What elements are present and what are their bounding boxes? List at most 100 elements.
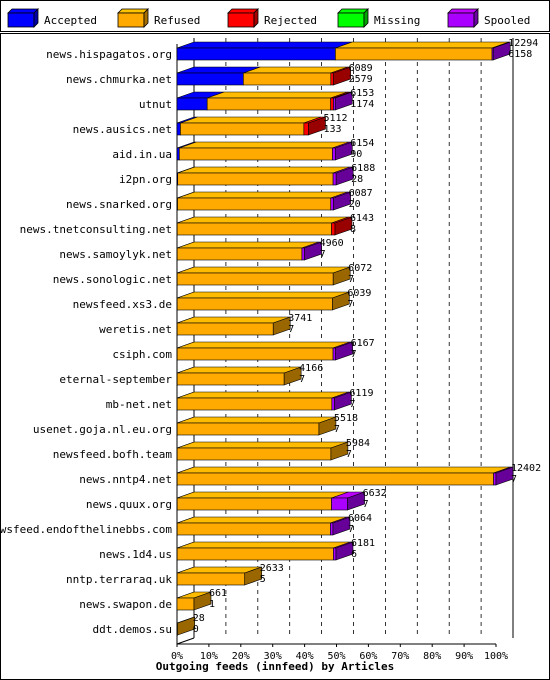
bar-segment-spooled bbox=[301, 247, 305, 261]
category-label: news.samoylyk.net bbox=[59, 248, 172, 261]
accepted-value-label: 7 bbox=[351, 349, 357, 360]
bar-top-refused bbox=[177, 291, 350, 299]
floor-edge bbox=[176, 637, 195, 645]
bar-segment-spooled bbox=[333, 547, 337, 561]
total-value-label: 4960 bbox=[320, 238, 344, 249]
bar-segment-accepted bbox=[176, 97, 208, 111]
accepted-value-label: 133 bbox=[323, 124, 341, 135]
category-label: news.tnetconsulting.net bbox=[20, 223, 172, 236]
bar-side bbox=[335, 541, 354, 561]
bar-top-refused bbox=[335, 41, 510, 49]
category-label: news.chmurka.net bbox=[66, 73, 172, 86]
total-value-label: 6143 bbox=[350, 213, 374, 224]
bar-side bbox=[318, 416, 337, 436]
bar-top-refused bbox=[177, 266, 351, 274]
total-value-label: 28 bbox=[193, 613, 205, 624]
bar-side bbox=[283, 366, 302, 386]
accepted-value-label: 7 bbox=[346, 449, 352, 460]
bar-segment-refused bbox=[180, 122, 305, 136]
total-value-label: 6154 bbox=[350, 138, 374, 149]
bar-side bbox=[332, 266, 351, 286]
legend-swatch bbox=[117, 12, 145, 28]
accepted-value-label: 6158 bbox=[508, 49, 532, 60]
category-label: mb-net.net bbox=[106, 398, 172, 411]
total-value-label: 6089 bbox=[349, 63, 373, 74]
bar-segment-refused bbox=[176, 322, 274, 336]
accepted-value-label: 5 bbox=[260, 574, 266, 585]
category-label: aid.in.ua bbox=[112, 148, 172, 161]
category-label: nntp.terraraq.uk bbox=[66, 573, 172, 586]
bar-segment-spooled bbox=[332, 172, 337, 186]
accepted-value-label: 7 bbox=[320, 249, 326, 260]
legend-swatch-top bbox=[117, 8, 149, 14]
total-value-label: 3741 bbox=[288, 313, 312, 324]
total-value-label: 4166 bbox=[299, 363, 323, 374]
legend: Accepted Refused Rejected Missing Spooled bbox=[0, 0, 550, 32]
bar-segment-rejected bbox=[330, 72, 334, 86]
legend-swatch-side bbox=[363, 8, 369, 28]
bar-segment-refused bbox=[179, 147, 333, 161]
bar-segment-refused bbox=[176, 447, 332, 461]
bar-segment-refused bbox=[176, 397, 333, 411]
accepted-value-label: 2579 bbox=[349, 74, 373, 85]
legend-label: Spooled bbox=[484, 14, 530, 27]
bar-side bbox=[332, 516, 351, 536]
legend-label: Accepted bbox=[44, 14, 97, 27]
bar-segment-refused bbox=[176, 272, 334, 286]
bar-side bbox=[333, 66, 351, 86]
category-label: usenet.goja.nl.eu.org bbox=[33, 423, 172, 436]
bar-top-refused bbox=[177, 541, 351, 549]
x-tick-label: 90% bbox=[455, 651, 473, 662]
bar-segment-accepted bbox=[176, 72, 244, 86]
accepted-value-label: 20 bbox=[349, 199, 361, 210]
category-label: newsfeed.xs3.de bbox=[73, 298, 172, 311]
bar-side bbox=[272, 316, 291, 336]
bar-side bbox=[308, 116, 326, 136]
accepted-value-label: 7 bbox=[348, 524, 354, 535]
bar-segment-refused bbox=[176, 247, 303, 261]
bar-segment-refused bbox=[176, 522, 331, 536]
bar-segment-accepted bbox=[176, 122, 181, 136]
bar-segment-spooled bbox=[331, 397, 335, 411]
grid-lines bbox=[225, 38, 514, 638]
total-value-label: 12294 bbox=[508, 38, 538, 49]
total-value-label: 6064 bbox=[348, 513, 372, 524]
legend-swatch-top bbox=[447, 8, 479, 14]
x-tick-label: 70% bbox=[391, 651, 409, 662]
bar-top-refused bbox=[177, 441, 349, 449]
legend-swatch bbox=[227, 12, 255, 28]
bar-top-refused bbox=[207, 91, 348, 99]
bar-segment-spooled bbox=[332, 347, 336, 361]
category-label: eternal-september bbox=[59, 373, 172, 386]
category-label: news.hispagatos.org bbox=[46, 48, 172, 61]
bar-segment-accepted bbox=[176, 47, 336, 61]
accepted-value-label: 7 bbox=[349, 399, 355, 410]
bar-segment-refused bbox=[176, 472, 494, 486]
bar-segment-refused bbox=[335, 47, 493, 61]
bar-segment-refused bbox=[176, 572, 246, 586]
bar-side bbox=[334, 216, 353, 236]
accepted-value-label: 90 bbox=[350, 149, 362, 160]
category-label: news.snarked.org bbox=[66, 198, 172, 211]
bar-top-refused bbox=[177, 191, 348, 199]
category-label: csiph.com bbox=[112, 348, 172, 361]
category-label: news.ausics.net bbox=[73, 123, 172, 136]
x-tick-label: 50% bbox=[327, 651, 345, 662]
legend-swatch-side bbox=[143, 8, 149, 28]
category-label: news.swapon.de bbox=[79, 598, 172, 611]
accepted-value-label: 1174 bbox=[350, 99, 374, 110]
bar-segment-refused bbox=[206, 97, 331, 111]
accepted-value-label: 7 bbox=[348, 274, 354, 285]
bar-side bbox=[335, 166, 354, 186]
bar-segment-refused bbox=[177, 197, 332, 211]
bar-side bbox=[333, 191, 351, 211]
bar-segment-refused bbox=[176, 422, 320, 436]
legend-swatch-side bbox=[253, 8, 259, 28]
bar-side bbox=[193, 591, 212, 611]
legend-swatch-side bbox=[473, 8, 479, 28]
bar-side bbox=[495, 466, 514, 486]
bar-segment-spooled bbox=[331, 497, 348, 511]
bar-top-refused bbox=[177, 216, 349, 224]
legend-swatch-top bbox=[337, 8, 369, 14]
